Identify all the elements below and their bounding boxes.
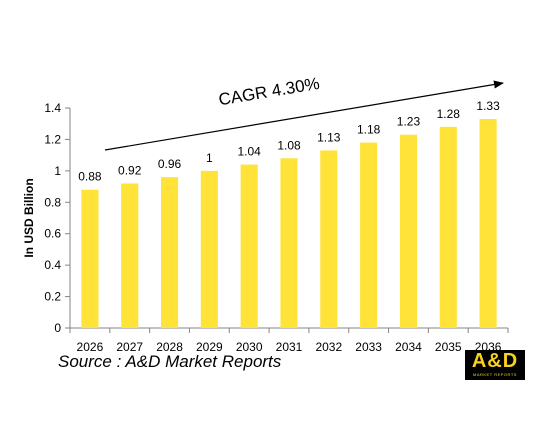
- x-tick-label: 2026: [77, 340, 104, 354]
- data-label-2033: 1.18: [357, 123, 381, 137]
- x-tick-label: 2034: [395, 340, 422, 354]
- bar-2032: [320, 150, 338, 328]
- bar-2035: [439, 126, 457, 328]
- y-axis-label: In USD Billion: [22, 178, 36, 257]
- logo-text: A&D: [471, 350, 519, 372]
- bars: [81, 119, 497, 328]
- x-tick-label: 2029: [196, 340, 223, 354]
- x-tick-label: 2030: [236, 340, 263, 354]
- y-tick-label: 0.6: [44, 227, 61, 241]
- x-tick-label: 2033: [355, 340, 382, 354]
- bar-2034: [399, 134, 418, 328]
- company-logo: A&D MARKET REPORTS: [465, 350, 525, 380]
- axes: 0 0.2 0.4 0.6 0.8 1 1.2 1.4 2026 2027 2028 2029 2030…: [44, 101, 509, 354]
- y-tick-label: 1.2: [44, 132, 61, 146]
- bar-2033: [360, 142, 378, 328]
- data-labels: 0.88 0.92 0.96 1 1.04 1.08 1.13 1.18 1.23 1.28 1.3…: [78, 99, 500, 184]
- x-tick-label: 2031: [276, 340, 303, 354]
- cagr-arrow: [104, 80, 504, 151]
- x-tick-label: 2027: [116, 340, 143, 354]
- bar-2028: [160, 177, 179, 328]
- y-tick-label: 0.4: [44, 258, 61, 272]
- x-tick-label: 2032: [315, 340, 342, 354]
- logo-subtext: MARKET REPORTS: [473, 372, 517, 377]
- data-label-2029: 1: [206, 151, 213, 165]
- bar-2027: [121, 183, 139, 328]
- bar-2036: [479, 119, 497, 328]
- data-label-2031: 1.08: [277, 138, 301, 152]
- bar-2029: [200, 170, 218, 328]
- y-tick-label: 0.8: [44, 195, 61, 209]
- x-tick-label: 2035: [435, 340, 462, 354]
- y-tick-label: 0: [54, 321, 61, 335]
- bar-2026: [81, 189, 99, 328]
- data-label-2032: 1.13: [317, 130, 341, 144]
- y-tick-label: 1: [54, 164, 61, 178]
- data-label-2034: 1.23: [397, 115, 421, 129]
- bar-2030: [240, 164, 258, 328]
- data-label-2026: 0.88: [78, 170, 102, 184]
- data-label-2027: 0.92: [118, 163, 142, 177]
- data-label-2036: 1.33: [476, 99, 500, 113]
- bar-2031: [280, 158, 298, 328]
- y-tick-label: 0.2: [44, 290, 61, 304]
- y-tick-label: 1.4: [44, 101, 61, 115]
- x-tick-label: 2028: [156, 340, 183, 354]
- data-label-2030: 1.04: [238, 145, 262, 159]
- data-label-2035: 1.28: [437, 107, 461, 121]
- data-label-2028: 0.96: [158, 157, 182, 171]
- cagr-annotation: CAGR 4.30%: [217, 74, 321, 110]
- source-caption: Source : A&D Market Reports: [58, 352, 282, 371]
